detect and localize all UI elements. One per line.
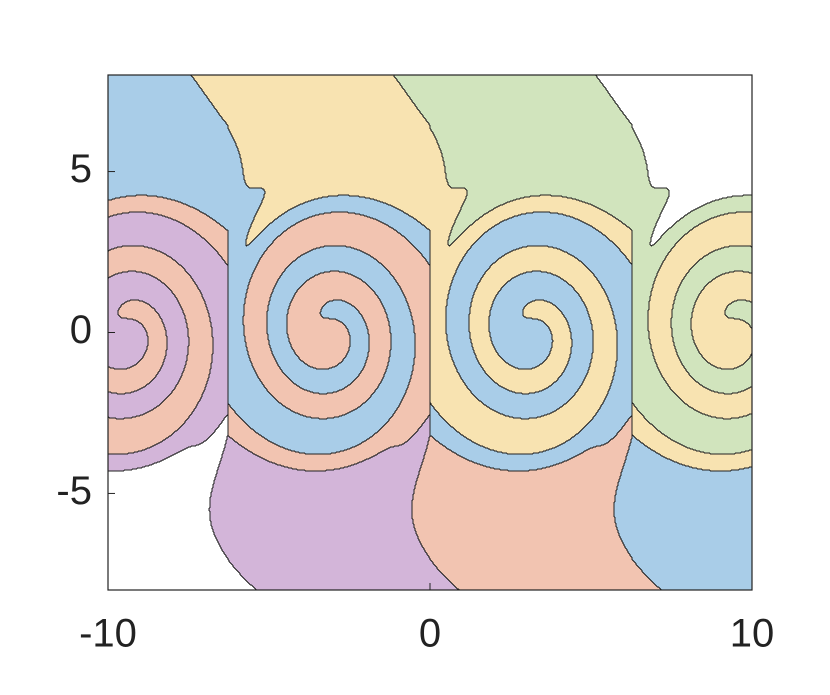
y-tick-label: 5	[70, 147, 92, 191]
contour-band	[108, 212, 459, 590]
y-tick-label: 0	[70, 308, 92, 352]
contour-band	[394, 75, 752, 454]
y-tick-label: -5	[56, 469, 92, 513]
plot-area	[108, 75, 752, 590]
contour-band	[191, 75, 752, 471]
contour-line	[108, 75, 752, 590]
x-tick-label: -10	[79, 612, 137, 656]
x-tick-label: 0	[419, 612, 441, 656]
contour-band	[108, 75, 752, 590]
x-tick-label: 10	[730, 612, 775, 656]
